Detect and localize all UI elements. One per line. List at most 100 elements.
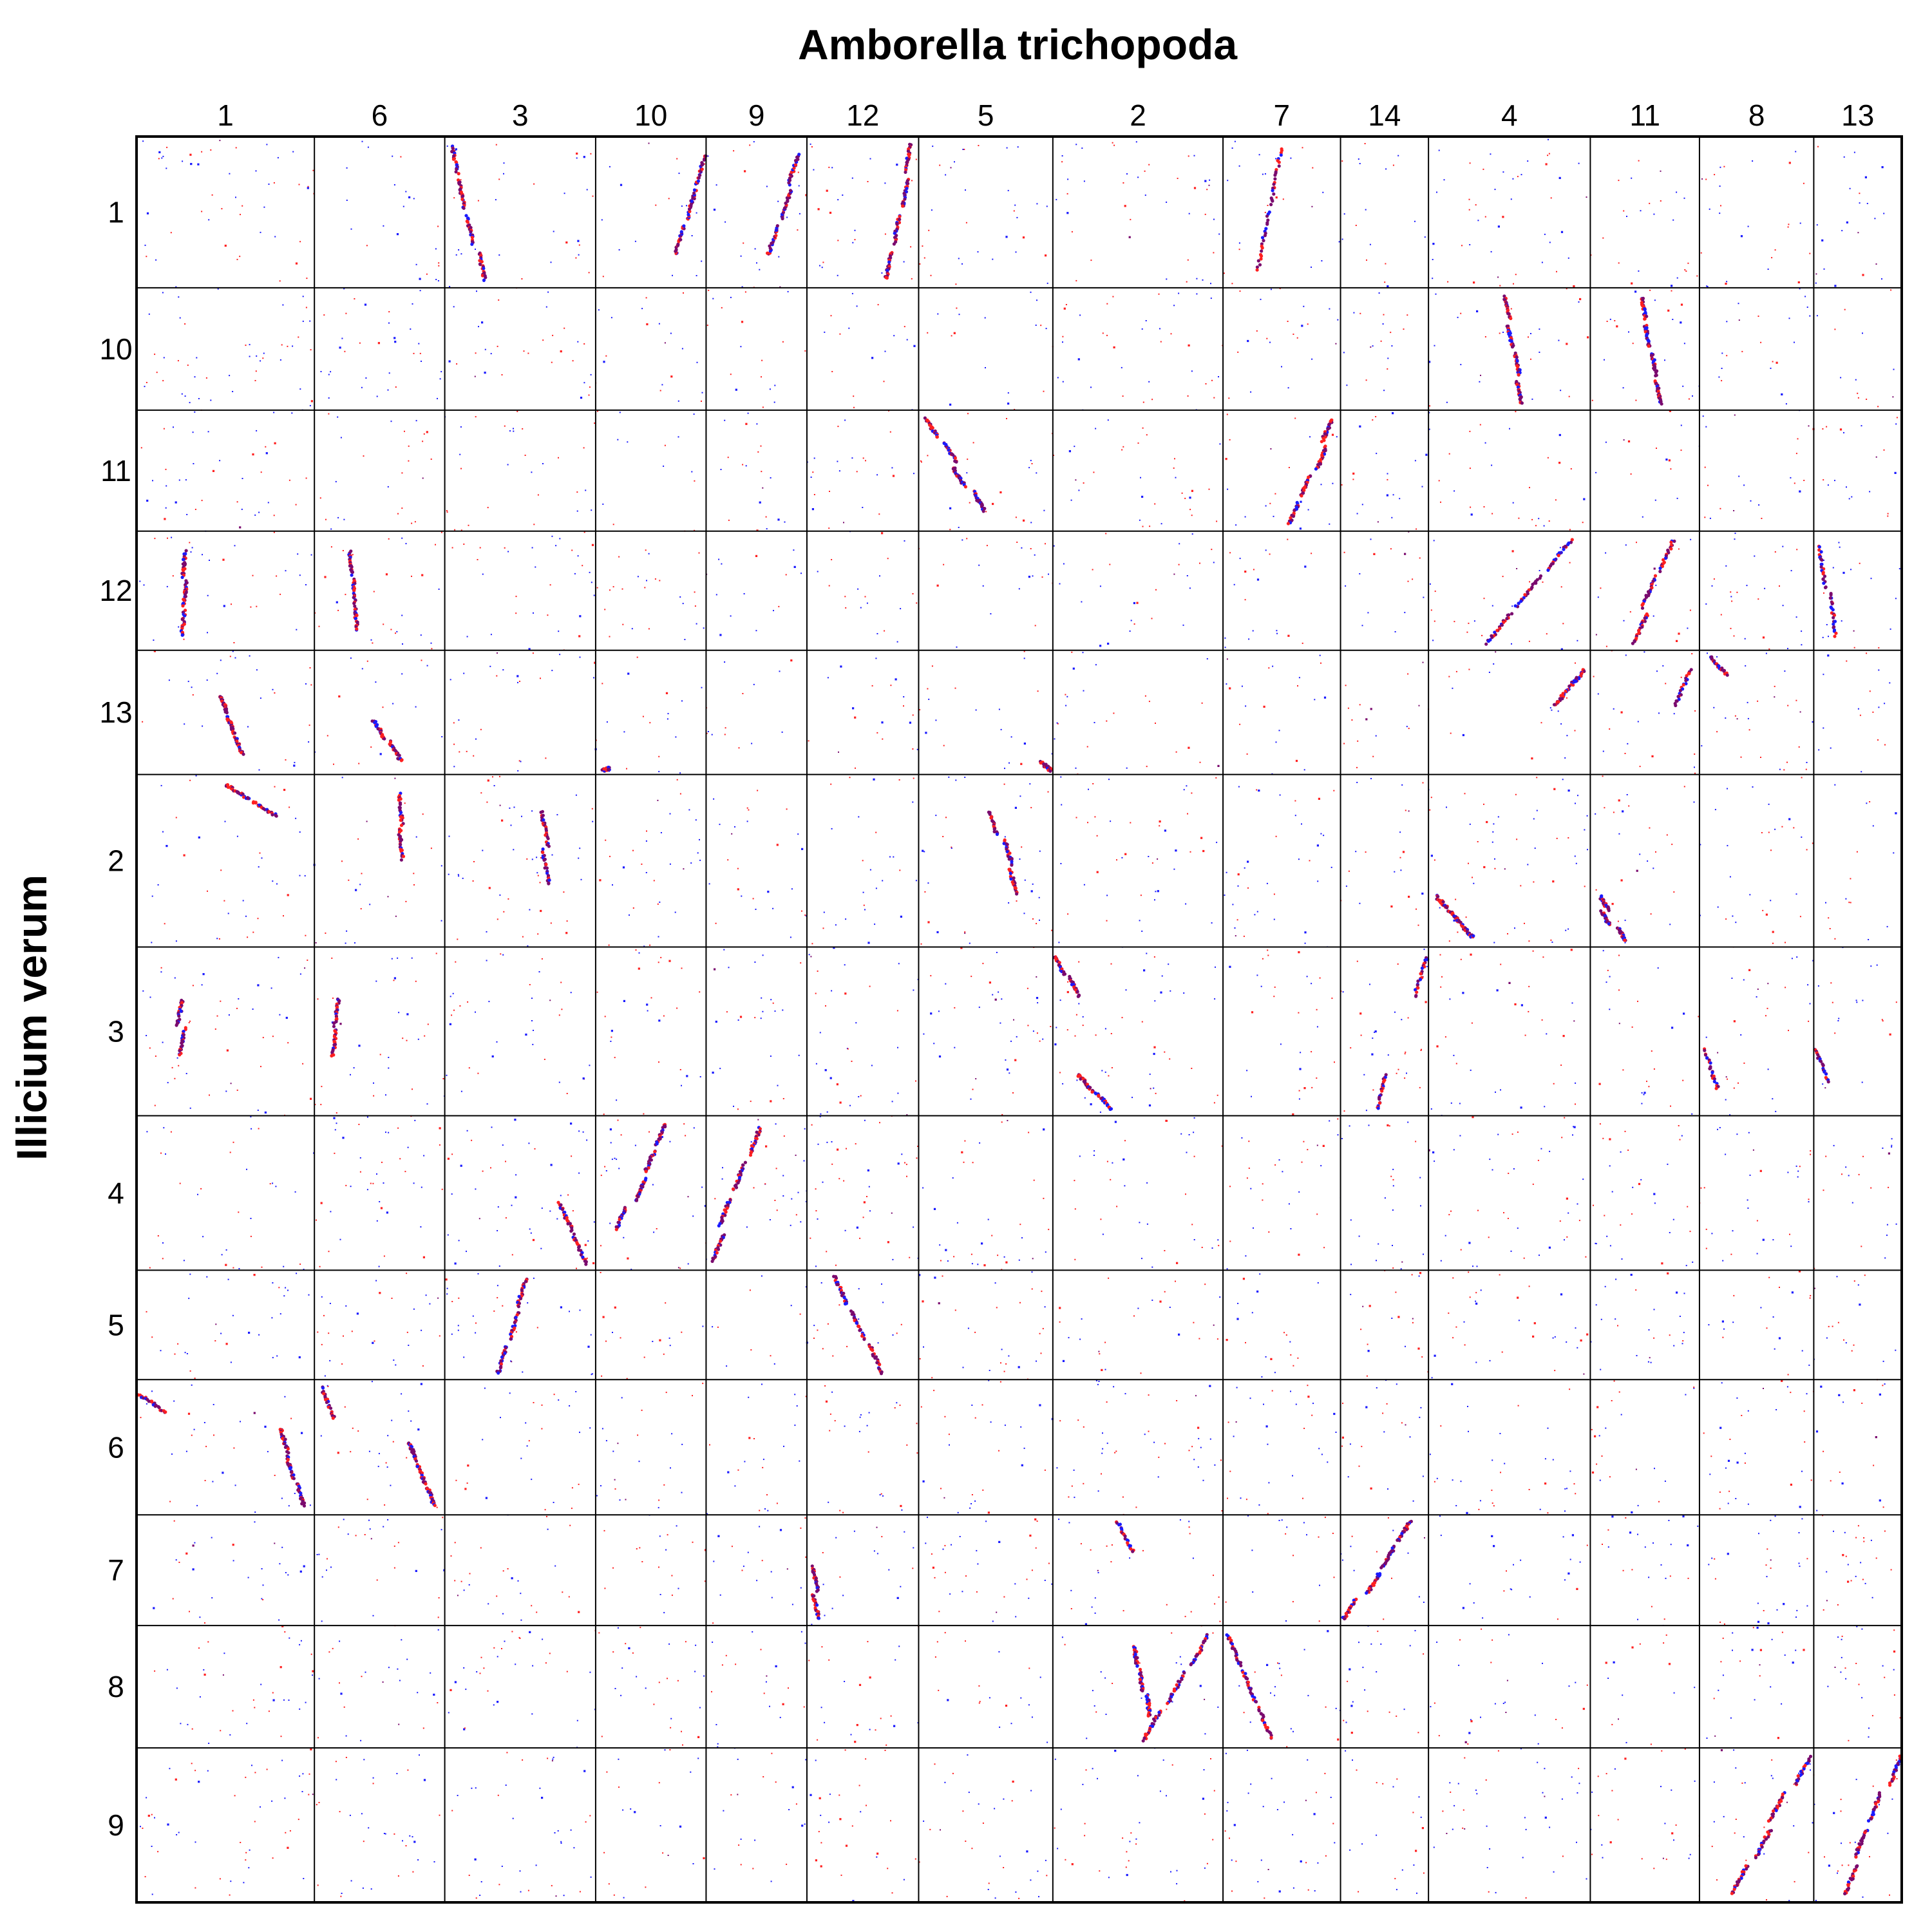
background-dot [1139, 519, 1141, 521]
background-dot [257, 984, 260, 987]
background-dot [1418, 1596, 1420, 1598]
background-dot [357, 838, 359, 840]
background-dot [170, 1131, 172, 1133]
background-dot [298, 1819, 299, 1821]
background-dot [1053, 545, 1055, 547]
background-dot [1022, 236, 1025, 239]
background-dot [898, 779, 900, 781]
background-dot [878, 513, 880, 515]
background-dot [1797, 281, 1800, 283]
background-dot [1098, 1381, 1100, 1382]
background-dot [1573, 1126, 1576, 1128]
background-dot [1271, 1390, 1273, 1392]
background-dot [372, 1615, 374, 1616]
background-dot [1279, 794, 1281, 796]
background-dot [413, 352, 415, 354]
background-dot [427, 1023, 429, 1025]
background-dot [541, 1428, 543, 1430]
background-dot [1206, 189, 1208, 191]
background-dot [1237, 873, 1240, 876]
background-dot [586, 189, 588, 191]
background-dot [1788, 818, 1791, 820]
background-dot [549, 1210, 551, 1212]
background-dot [308, 724, 310, 726]
background-dot [1265, 549, 1267, 551]
background-dot [557, 1830, 559, 1832]
background-dot [1604, 1215, 1605, 1217]
background-dot [1687, 262, 1689, 264]
background-dot [1730, 1253, 1732, 1255]
background-dot [704, 1580, 706, 1582]
background-dot [1467, 1406, 1468, 1407]
background-dot [279, 1313, 281, 1315]
background-dot [996, 1611, 998, 1613]
background-dot [1559, 547, 1561, 549]
background-dot [992, 994, 994, 996]
background-dot [637, 1434, 639, 1436]
background-dot [1323, 1247, 1325, 1249]
background-dot [867, 942, 870, 944]
background-dot [1252, 630, 1254, 632]
background-dot [1632, 343, 1634, 345]
background-dot [339, 1023, 342, 1025]
background-dot [819, 1032, 821, 1034]
background-dot [278, 1287, 280, 1289]
background-dot [1549, 707, 1551, 709]
background-dot [1618, 1391, 1620, 1393]
background-dot [308, 741, 310, 743]
background-dot [1468, 209, 1470, 211]
background-dot [1806, 1558, 1808, 1560]
background-dot [1023, 1447, 1025, 1449]
background-dot [1341, 484, 1343, 486]
background-dot [1540, 1148, 1542, 1150]
background-dot [1555, 1719, 1557, 1720]
background-dot [1539, 1508, 1541, 1510]
background-dot [1407, 580, 1409, 582]
background-dot [492, 776, 493, 778]
background-dot [529, 984, 531, 985]
background-dot [1298, 1012, 1300, 1014]
background-dot [323, 314, 325, 316]
background-dot [1001, 998, 1003, 1000]
background-dot [1735, 922, 1737, 923]
background-dot [1269, 553, 1271, 555]
background-dot [375, 681, 377, 683]
background-dot [1003, 1256, 1005, 1258]
background-dot [1609, 976, 1611, 978]
background-dot [220, 1332, 222, 1334]
background-dot [1019, 858, 1021, 860]
background-dot [163, 1127, 165, 1129]
background-dot [1705, 426, 1707, 428]
background-dot [1809, 1003, 1811, 1005]
background-dot [1399, 498, 1401, 500]
background-dot [699, 1076, 701, 1077]
background-dot [1823, 1450, 1824, 1452]
background-dot [167, 1082, 169, 1084]
background-dot [903, 696, 905, 697]
background-dot [1084, 1823, 1086, 1824]
background-dot [1023, 913, 1025, 914]
background-dot [1844, 308, 1846, 310]
background-dot [246, 1168, 247, 1170]
background-dot [435, 544, 436, 545]
background-dot [1352, 1701, 1354, 1703]
background-dot [258, 866, 260, 868]
background-dot [1115, 1450, 1117, 1452]
background-dot [750, 1349, 752, 1351]
background-dot [1553, 1871, 1555, 1873]
background-dot [1512, 178, 1514, 180]
background-dot [245, 1776, 247, 1778]
background-dot [307, 960, 308, 961]
background-dot [437, 1297, 439, 1299]
background-dot [339, 1238, 341, 1240]
background-dot [1672, 219, 1674, 221]
background-dot [1010, 736, 1012, 738]
background-dot [664, 342, 666, 344]
background-dot [1384, 1197, 1386, 1199]
background-dot [527, 1889, 529, 1891]
background-dot [817, 1218, 819, 1220]
background-dot [786, 216, 788, 218]
background-dot [1095, 664, 1097, 666]
background-dot [1244, 571, 1247, 573]
background-dot [1390, 332, 1392, 334]
